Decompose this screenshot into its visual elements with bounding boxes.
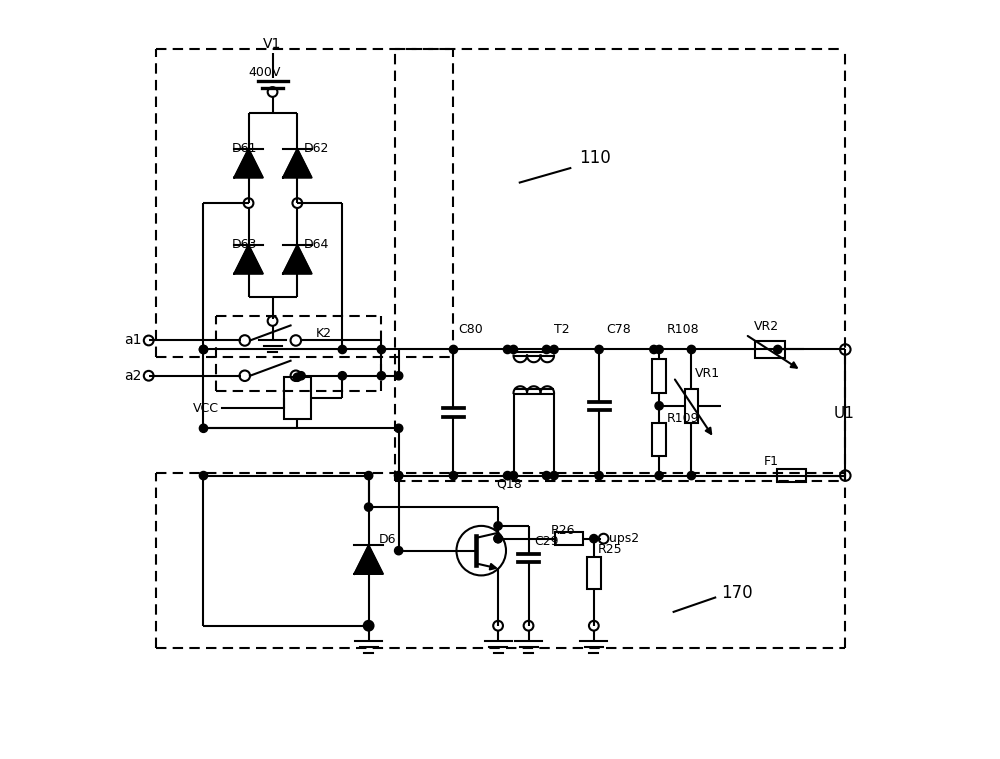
Circle shape (494, 534, 502, 543)
Bar (587, 557, 601, 589)
Circle shape (338, 372, 346, 380)
Circle shape (655, 345, 663, 354)
Circle shape (550, 345, 558, 354)
Circle shape (365, 471, 373, 480)
Circle shape (199, 345, 208, 354)
Circle shape (650, 345, 658, 354)
Circle shape (774, 345, 782, 354)
Circle shape (509, 345, 518, 354)
Circle shape (542, 471, 551, 480)
Circle shape (595, 471, 603, 480)
Circle shape (395, 471, 403, 480)
Text: Q18: Q18 (496, 477, 522, 490)
Circle shape (199, 471, 208, 480)
Bar (777, 469, 806, 482)
Polygon shape (354, 546, 383, 574)
Circle shape (542, 345, 551, 354)
Circle shape (550, 471, 558, 480)
Text: D61: D61 (231, 142, 257, 155)
Circle shape (687, 471, 696, 480)
Circle shape (687, 345, 696, 354)
Text: T2: T2 (554, 323, 570, 336)
Text: F1: F1 (764, 455, 779, 468)
Bar (555, 532, 583, 546)
Circle shape (199, 345, 208, 354)
Circle shape (509, 471, 518, 480)
Text: K2: K2 (316, 327, 332, 341)
Circle shape (395, 372, 403, 380)
Text: VR1: VR1 (695, 367, 720, 380)
Bar (652, 423, 666, 456)
Text: D63: D63 (231, 238, 257, 251)
Text: R26: R26 (551, 524, 576, 537)
Text: U1: U1 (834, 406, 855, 420)
Polygon shape (234, 245, 263, 274)
Circle shape (449, 345, 458, 354)
Circle shape (655, 471, 663, 480)
Circle shape (377, 345, 386, 354)
Circle shape (655, 402, 663, 410)
Bar (652, 359, 666, 392)
Circle shape (297, 372, 305, 380)
Text: ups2: ups2 (609, 532, 639, 545)
Circle shape (377, 372, 386, 380)
Circle shape (365, 622, 373, 630)
Text: VCC: VCC (193, 402, 219, 414)
Polygon shape (234, 149, 263, 178)
Circle shape (503, 345, 512, 354)
Text: 400V: 400V (249, 66, 281, 79)
Text: 110: 110 (579, 149, 611, 167)
Text: D62: D62 (303, 142, 329, 155)
Circle shape (494, 521, 502, 530)
Bar (284, 377, 311, 419)
Text: R108: R108 (667, 323, 699, 336)
Text: V1: V1 (263, 36, 282, 51)
Circle shape (365, 503, 373, 512)
Circle shape (293, 373, 301, 381)
Text: R109: R109 (667, 411, 699, 424)
Circle shape (590, 534, 598, 543)
Circle shape (338, 345, 346, 354)
Circle shape (503, 471, 512, 480)
Text: R25: R25 (598, 543, 622, 556)
Text: a1: a1 (124, 333, 141, 348)
Circle shape (395, 471, 403, 480)
Circle shape (494, 534, 502, 543)
Bar (685, 389, 698, 423)
Text: 170: 170 (721, 584, 753, 603)
Text: C29: C29 (534, 535, 558, 549)
Text: VR2: VR2 (754, 320, 779, 333)
Text: D64: D64 (303, 238, 329, 251)
Bar (755, 342, 785, 357)
Text: C78: C78 (607, 323, 631, 336)
Text: a2: a2 (124, 369, 141, 383)
Text: D6: D6 (378, 533, 396, 546)
Polygon shape (283, 245, 312, 274)
Polygon shape (283, 149, 312, 178)
Circle shape (199, 424, 208, 433)
Text: C80: C80 (459, 323, 483, 336)
Circle shape (449, 471, 458, 480)
Circle shape (395, 546, 403, 555)
Circle shape (395, 424, 403, 433)
Circle shape (595, 345, 603, 354)
